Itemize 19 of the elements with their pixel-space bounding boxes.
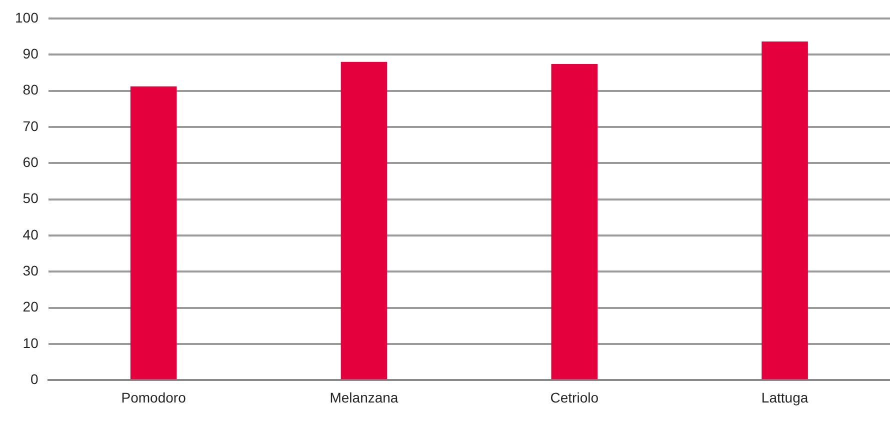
y-tick-label: 100 xyxy=(15,9,39,26)
y-tick-label: 70 xyxy=(22,118,39,134)
y-tick-label: 50 xyxy=(22,190,39,206)
y-tick-label: 10 xyxy=(22,334,39,351)
bar xyxy=(130,86,177,380)
x-tick-label: Lattuga xyxy=(761,389,808,406)
y-tick-label: 60 xyxy=(22,154,39,170)
x-tick-label: Pomodoro xyxy=(121,389,186,406)
y-tick-label: 30 xyxy=(22,262,39,279)
y-tick-label: 20 xyxy=(22,298,39,315)
x-tick-label: Melanzana xyxy=(330,389,398,406)
y-tick-label: 40 xyxy=(22,226,39,242)
y-tick-label: 80 xyxy=(22,82,39,98)
bar xyxy=(762,42,808,380)
bar xyxy=(340,62,388,380)
bar xyxy=(551,64,598,380)
y-tick-label: 0 xyxy=(30,371,39,388)
y-tick-label: 90 xyxy=(22,45,39,62)
x-tick-label: Cetriolo xyxy=(550,389,599,406)
